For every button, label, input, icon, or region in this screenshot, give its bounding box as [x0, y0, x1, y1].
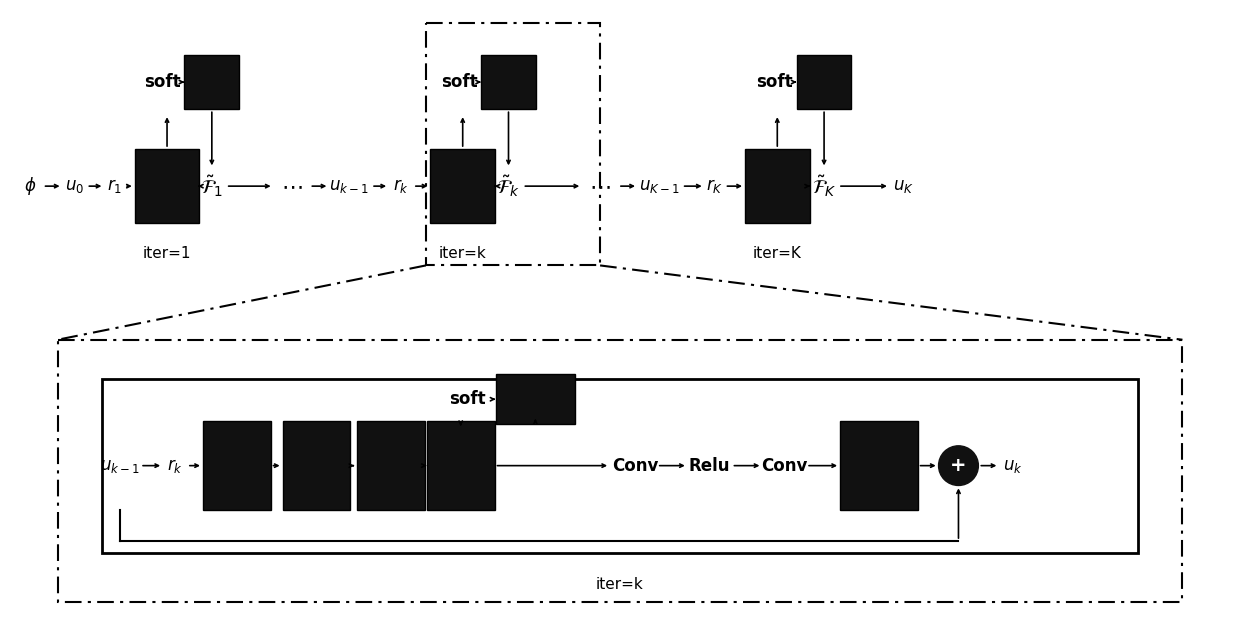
Text: $\tilde{\mathcal{F}}_k$: $\tilde{\mathcal{F}}_k$ — [497, 174, 520, 199]
Text: soft: soft — [144, 73, 181, 91]
Bar — [745, 149, 809, 223]
Bar — [185, 55, 239, 109]
Text: Relu: Relu — [689, 456, 730, 475]
Bar — [203, 421, 270, 510]
Text: $\phi$: $\phi$ — [25, 175, 37, 197]
Bar — [103, 379, 1137, 553]
Text: $\cdots$: $\cdots$ — [590, 176, 611, 196]
Bar — [426, 23, 600, 265]
Text: $r_k$: $r_k$ — [393, 177, 409, 195]
Circle shape — [939, 446, 979, 485]
Text: $u_{k-1}$: $u_{k-1}$ — [100, 456, 140, 475]
Text: $r_k$: $r_k$ — [167, 456, 183, 475]
Bar — [135, 149, 199, 223]
Text: $u_0$: $u_0$ — [64, 177, 84, 195]
Text: +: + — [950, 456, 966, 475]
Text: $u_k$: $u_k$ — [1004, 456, 1023, 475]
Text: iter=k: iter=k — [439, 246, 487, 261]
Bar — [282, 421, 351, 510]
Text: $u_{k-1}$: $u_{k-1}$ — [330, 177, 369, 195]
Text: soft: soft — [441, 73, 477, 91]
Text: $u_K$: $u_K$ — [893, 177, 914, 195]
Bar — [840, 421, 918, 510]
Bar — [57, 340, 1182, 603]
Bar — [797, 55, 851, 109]
Text: iter=1: iter=1 — [142, 246, 191, 261]
Text: $u_{K-1}$: $u_{K-1}$ — [639, 177, 680, 195]
Bar — [430, 149, 496, 223]
Text: Conv: Conv — [761, 456, 808, 475]
Text: Conv: Conv — [612, 456, 658, 475]
Text: $\tilde{\mathcal{F}}_1$: $\tilde{\mathcal{F}}_1$ — [201, 174, 223, 199]
Text: $\cdots$: $\cdots$ — [281, 176, 302, 196]
Text: $\tilde{\mathcal{F}}_K$: $\tilde{\mathcal{F}}_K$ — [812, 174, 836, 199]
Text: iter=K: iter=K — [753, 246, 802, 261]
Text: soft: soft — [757, 73, 793, 91]
Text: iter=k: iter=k — [596, 577, 644, 592]
Bar — [481, 55, 536, 109]
Bar — [427, 421, 494, 510]
Bar — [357, 421, 425, 510]
Text: soft: soft — [450, 390, 486, 408]
Text: $r_1$: $r_1$ — [107, 177, 121, 195]
Bar — [496, 374, 575, 424]
Text: $r_K$: $r_K$ — [706, 177, 724, 195]
